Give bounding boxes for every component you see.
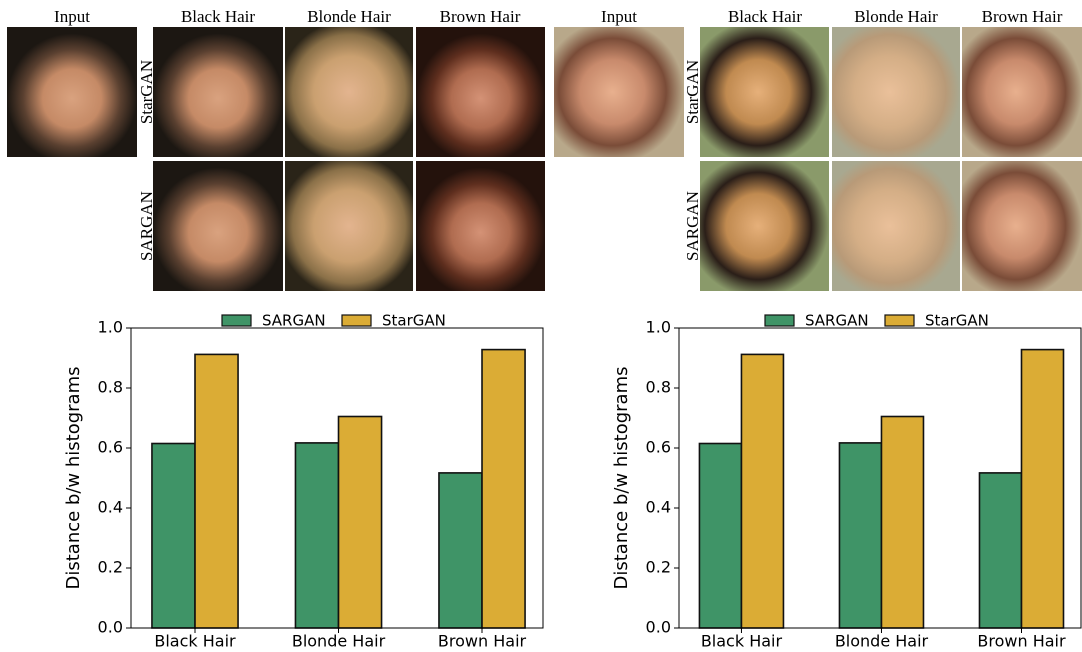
y-tick-label: 0.8 <box>98 378 123 397</box>
column-label: Black Hair <box>181 7 255 26</box>
y-tick-label: 0.6 <box>98 438 123 457</box>
bar <box>295 443 338 628</box>
legend-swatch <box>342 315 371 326</box>
image <box>285 27 413 157</box>
legend-swatch <box>765 315 794 326</box>
x-tick-label: Blonde Hair <box>835 632 929 651</box>
input-label: Input <box>54 7 90 26</box>
x-tick-label: Brown Hair <box>438 632 527 651</box>
image <box>153 27 283 157</box>
y-tick-label: 0.6 <box>646 438 671 457</box>
x-tick-label: Black Hair <box>154 632 236 651</box>
column-label: Blonde Hair <box>854 7 938 26</box>
legend-label: SARGAN <box>805 312 869 330</box>
x-tick-label: Brown Hair <box>977 632 1066 651</box>
image <box>962 161 1082 291</box>
y-tick-label: 0.0 <box>98 618 123 637</box>
row-label: SARGAN <box>683 191 702 261</box>
column-label: Brown Hair <box>982 7 1063 26</box>
row-label: StarGAN <box>137 60 156 124</box>
column-label: Black Hair <box>728 7 802 26</box>
legend-swatch <box>885 315 914 326</box>
x-tick-label: Blonde Hair <box>292 632 386 651</box>
input-image <box>554 27 684 157</box>
legend-label: StarGAN <box>382 312 446 330</box>
bar <box>339 417 382 629</box>
input-image <box>7 27 137 157</box>
x-tick-label: Black Hair <box>701 632 783 651</box>
image <box>832 161 960 291</box>
y-tick-label: 1.0 <box>98 318 123 337</box>
input-label: Input <box>601 7 637 26</box>
row-label: StarGAN <box>683 60 702 124</box>
bar <box>439 473 482 628</box>
bar <box>979 473 1021 628</box>
y-tick-label: 1.0 <box>646 318 671 337</box>
y-tick-label: 0.8 <box>646 378 671 397</box>
image <box>832 27 960 157</box>
legend-swatch <box>222 315 251 326</box>
image <box>285 161 413 291</box>
bar <box>482 350 525 628</box>
bar <box>741 354 783 628</box>
left-images <box>7 27 545 291</box>
y-axis-label: Distance b/w histograms <box>611 367 632 590</box>
image <box>416 161 545 291</box>
row-label: SARGAN <box>137 191 156 261</box>
image <box>700 27 829 157</box>
y-tick-label: 0.2 <box>646 558 671 577</box>
bar <box>152 444 195 629</box>
bar <box>195 354 238 628</box>
y-tick-label: 0.4 <box>98 498 123 517</box>
image <box>962 27 1082 157</box>
y-axis-label: Distance b/w histograms <box>63 367 84 590</box>
bar-chart: 0.0 0.2 0.4 0.6 0.8 1.0 Black Hair Blonde Hair B… <box>63 312 543 651</box>
y-tick-label: 0.4 <box>646 498 671 517</box>
bar-chart: 0.0 0.2 0.4 0.6 0.8 1.0 Black Hair Blonde Hair B… <box>611 312 1081 651</box>
image <box>416 27 545 157</box>
legend-label: SARGAN <box>262 312 326 330</box>
figure: Input Black Hair Blonde Hair Brown Hair Star… <box>0 0 1082 652</box>
image <box>700 161 829 291</box>
legend-label: StarGAN <box>925 312 989 330</box>
y-tick-label: 0.0 <box>646 618 671 637</box>
image <box>153 161 283 291</box>
column-label: Blonde Hair <box>307 7 391 26</box>
y-tick-label: 0.2 <box>98 558 123 577</box>
bar <box>699 444 741 629</box>
right-images <box>554 27 1082 291</box>
bar <box>1021 350 1063 628</box>
bar <box>881 417 923 629</box>
column-label: Brown Hair <box>440 7 521 26</box>
bar <box>839 443 881 628</box>
